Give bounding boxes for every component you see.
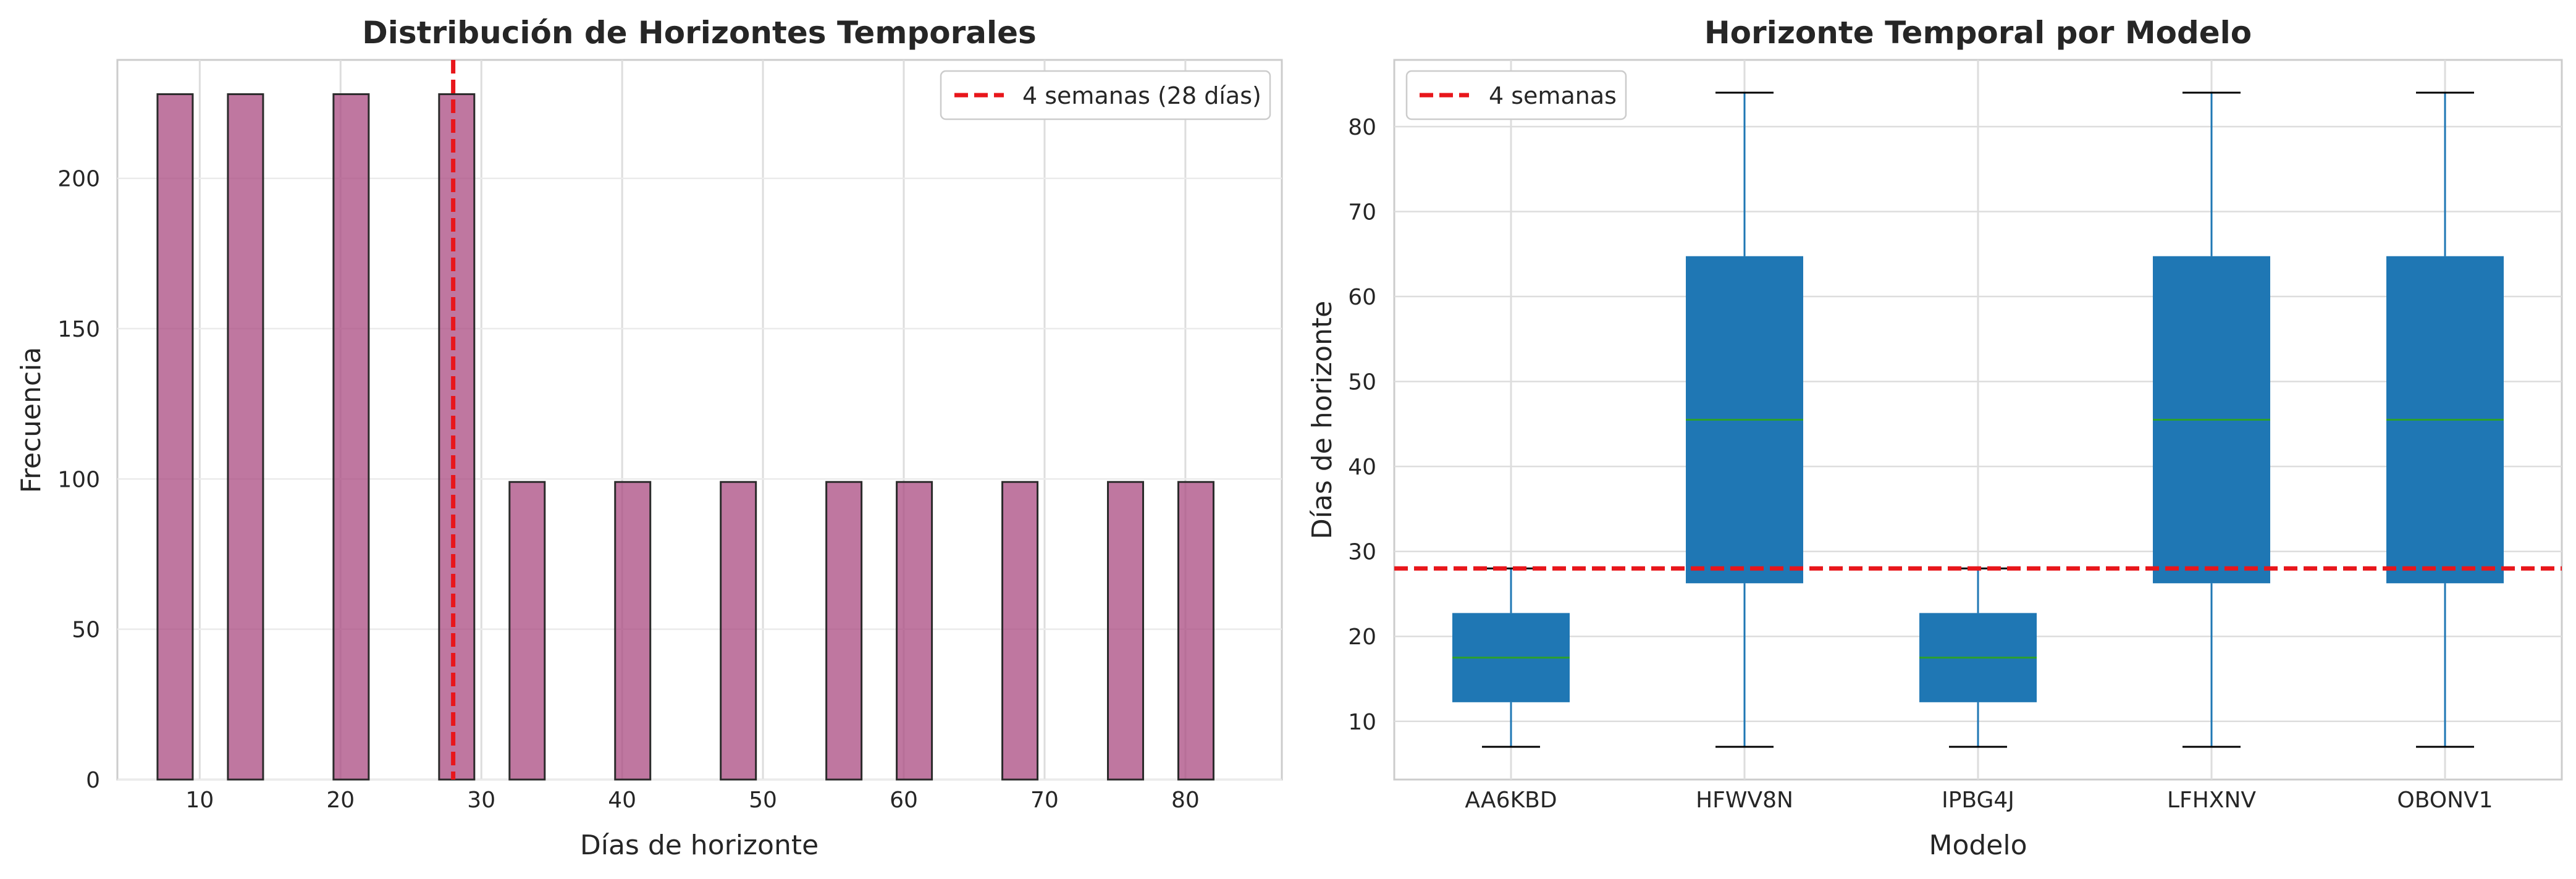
boxplot-y-tick-label: 10	[1348, 710, 1376, 735]
histogram-x-tick-label: 80	[1171, 788, 1200, 813]
boxplot-y-tick-label: 80	[1348, 115, 1376, 140]
boxplot-legend-label: 4 semanas	[1489, 82, 1617, 109]
boxplot-y-tick-label: 50	[1348, 370, 1376, 395]
histogram-bar	[227, 93, 264, 781]
histogram-bar	[1107, 481, 1144, 781]
histogram-x-tick-label: 20	[326, 788, 355, 813]
histogram-bar	[1001, 481, 1039, 781]
histogram-plot-area	[116, 59, 1283, 781]
histogram-bar	[438, 93, 476, 781]
histogram-y-axis-label: Frecuencia	[15, 347, 47, 494]
histogram-x-tick-label: 30	[467, 788, 495, 813]
histogram-x-tick-label: 60	[890, 788, 918, 813]
histogram-y-tick-label: 200	[57, 167, 100, 192]
boxplot-y-tick-label: 70	[1348, 200, 1376, 225]
histogram-title: Distribución de Horizontes Temporales	[362, 15, 1037, 51]
boxplot-y-tick-label: 60	[1348, 285, 1376, 310]
boxplot-y-tick-label: 20	[1348, 625, 1376, 650]
histogram-bar	[332, 93, 370, 781]
boxplot-x-tick-label: IPBG4J	[1942, 788, 2014, 813]
boxplot-legend-box	[1405, 70, 1627, 120]
boxplot-y-axis-label: Días de horizonte	[1307, 301, 1338, 539]
histogram-bar	[1177, 481, 1214, 781]
histogram-bar	[896, 481, 933, 781]
histogram-bar	[156, 93, 194, 781]
boxplot-chart: AA6KBD HFWV8N IPBG4J LFHXNV OBONV1 10 20 30 40 5…	[1307, 15, 2563, 861]
histogram-y-tick-label: 100	[57, 467, 100, 492]
boxplot-y-tick-label: 40	[1348, 455, 1376, 480]
histogram-bar	[614, 481, 652, 781]
boxplot-x-axis-label: Modelo	[1929, 830, 2027, 861]
histogram-bar	[508, 481, 546, 781]
boxplot-x-tick-label: OBONV1	[2397, 788, 2493, 813]
boxplot-x-tick-label: LFHXNV	[2167, 788, 2256, 813]
histogram-chart: 10 20 30 40 50 60 70 80 0 50 100 150 200 Distribuci…	[15, 15, 1283, 861]
histogram-x-axis-label: Días de horizonte	[580, 830, 819, 861]
histogram-legend-label: 4 semanas (28 días)	[1022, 82, 1261, 109]
boxplot-x-tick-label: AA6KBD	[1465, 788, 1557, 813]
histogram-y-tick-label: 150	[57, 317, 100, 342]
histogram-x-tick-label: 70	[1030, 788, 1059, 813]
histogram-x-tick-label: 10	[185, 788, 214, 813]
histogram-legend: 4 semanas (28 días)	[940, 70, 1271, 120]
histogram-x-tick-label: 40	[608, 788, 636, 813]
histogram-bar	[720, 481, 757, 781]
boxplot-x-tick-label: HFWV8N	[1696, 788, 1793, 813]
histogram-y-tick-label: 50	[72, 618, 100, 643]
histogram-bar	[825, 481, 863, 781]
histogram-legend-box	[940, 70, 1271, 120]
histogram-x-tick-label: 50	[749, 788, 777, 813]
boxplot-y-tick-label: 30	[1348, 540, 1376, 565]
boxplot-title: Horizonte Temporal por Modelo	[1704, 15, 2252, 51]
histogram-y-tick-label: 0	[86, 768, 100, 793]
boxplot-legend: 4 semanas	[1405, 70, 1627, 120]
